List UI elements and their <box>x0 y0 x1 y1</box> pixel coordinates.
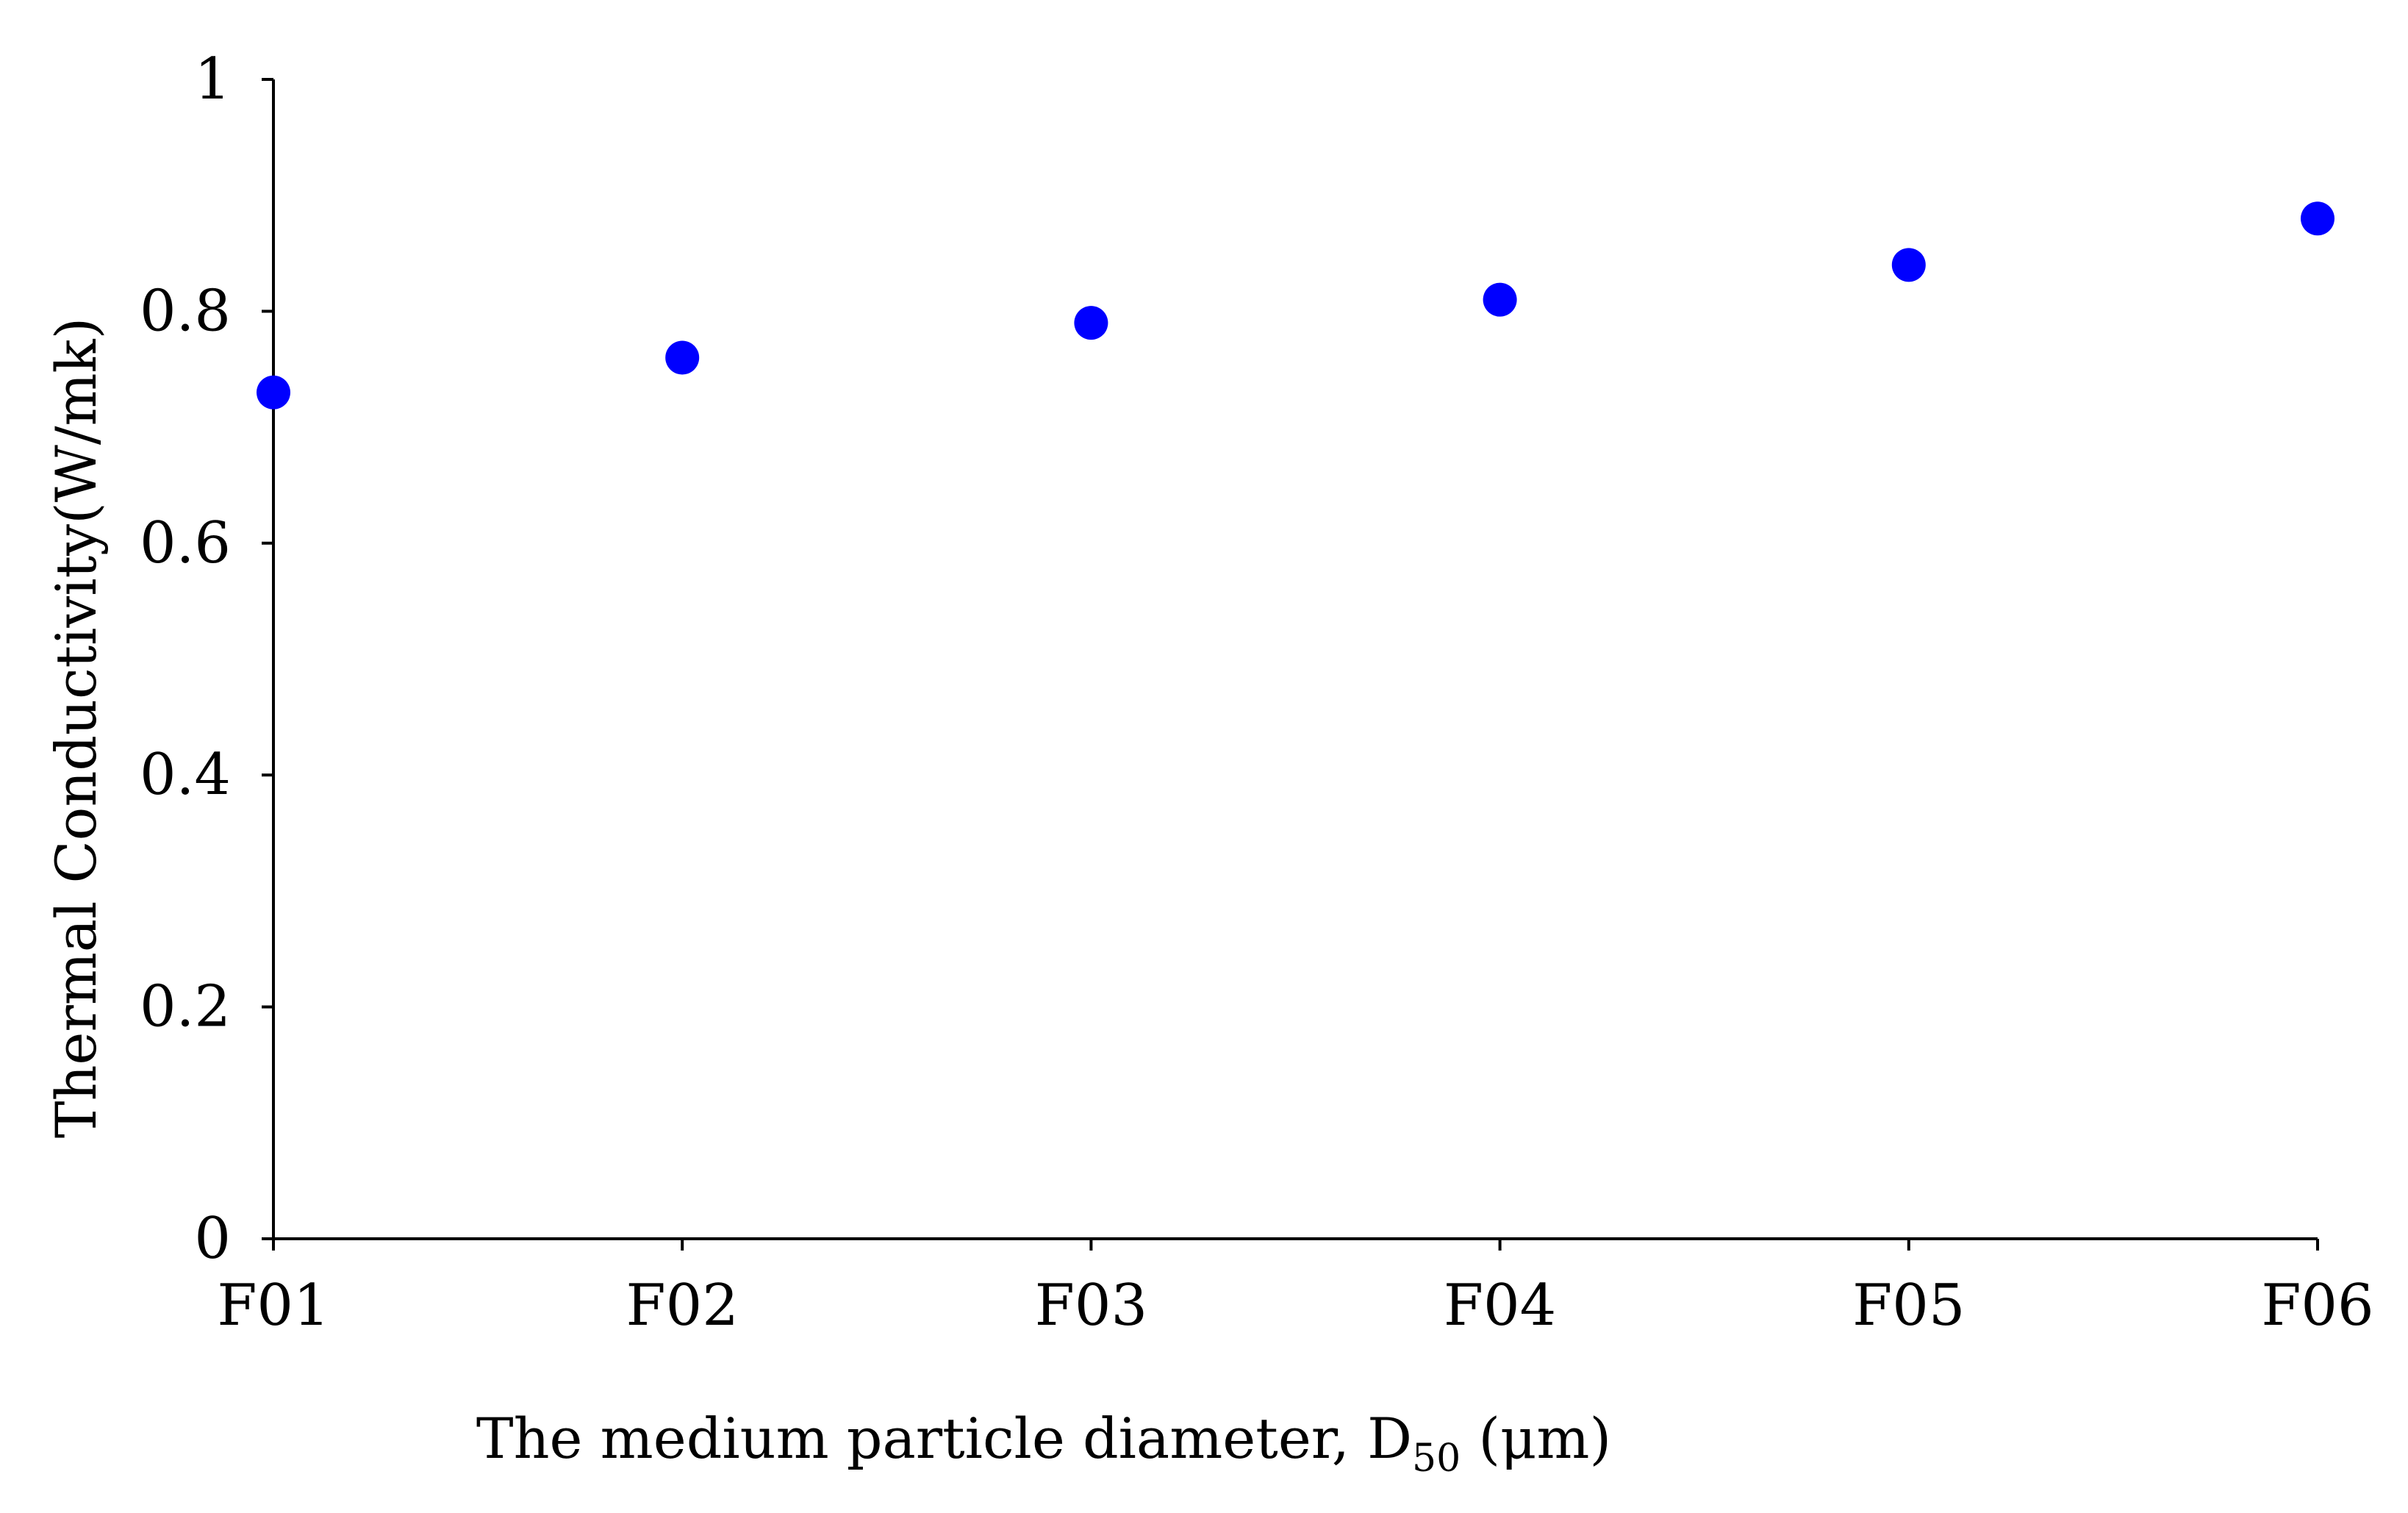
y-ticks: 0 0.2 0.4 0.6 0.8 1 <box>140 46 273 1272</box>
y-tick-label: 0.8 <box>140 278 231 344</box>
data-point <box>1891 248 1926 282</box>
x-ticks: F01 F02 F03 F04 F05 F06 <box>217 1239 2374 1339</box>
x-axis-title-unit: (μm) <box>1461 1406 1611 1471</box>
x-axis-title-subscript: 50 <box>1412 1437 1461 1481</box>
x-axis-title-main: The medium particle diameter, D <box>476 1406 1412 1471</box>
x-tick-label: F05 <box>1852 1273 1965 1339</box>
y-axis-title: Thermal Conductivity(W/mk) <box>43 318 109 1139</box>
x-tick-label: F03 <box>1035 1273 1147 1339</box>
data-point <box>1074 306 1108 340</box>
data-point <box>2301 201 2334 236</box>
data-point <box>1483 282 1517 317</box>
data-point <box>257 375 290 409</box>
y-tick-label: 0 <box>194 1206 231 1272</box>
y-tick-label: 1 <box>194 46 231 112</box>
data-point <box>665 340 700 375</box>
y-tick-label: 0.2 <box>140 974 231 1040</box>
x-tick-label: F04 <box>1444 1273 1556 1339</box>
x-tick-label: F02 <box>626 1273 739 1339</box>
x-tick-label: F06 <box>2261 1273 2373 1339</box>
y-tick-label: 0.6 <box>140 510 231 576</box>
x-axis-title: The medium particle diameter, D50 (μm) <box>476 1406 1611 1481</box>
y-tick-label: 0.4 <box>140 742 231 808</box>
data-points <box>257 201 2334 409</box>
x-tick-label: F01 <box>217 1273 329 1339</box>
